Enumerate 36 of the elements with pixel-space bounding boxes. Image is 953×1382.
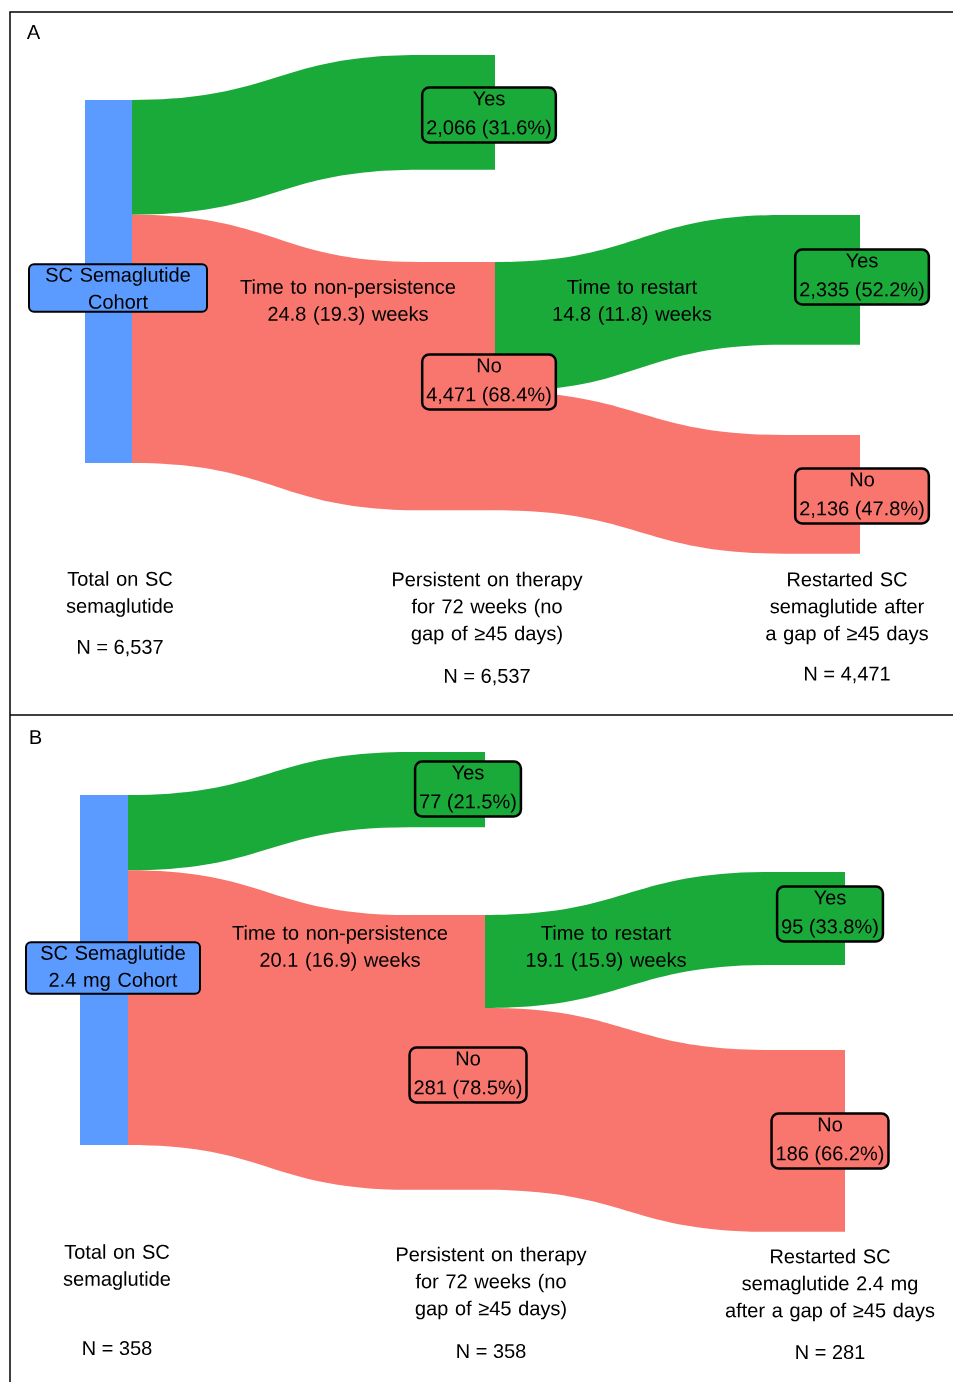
text: Restarted SC semaglutide after a gap of ≥45 days	[766, 571, 928, 645]
category-label: Yes	[452, 765, 484, 780]
data-label: 4,471 (68.4%)	[426, 386, 551, 406]
text: Persistent on therapy for 72 weeks (no gap of ≥45 days)	[393, 571, 583, 645]
category-label: No	[850, 472, 874, 487]
category-label: No	[477, 358, 501, 373]
text: N = 358	[457, 1343, 526, 1359]
data-label: 186 (66.2%)	[777, 1145, 884, 1165]
text: N = 4,471	[805, 666, 890, 684]
text: SC Semaglutide Cohort	[46, 267, 190, 309]
text: Total on SC semaglutide	[66, 571, 174, 617]
data-label: 2,066 (31.6%)	[427, 119, 551, 139]
text: N = 281	[796, 1344, 865, 1360]
text: N = 358	[83, 1340, 152, 1356]
text: N = 6,537	[445, 668, 530, 686]
category-label: Yes	[473, 91, 505, 106]
data-label: 77 (21.5%)	[420, 793, 516, 813]
data-label: 2,335 (52.2%)	[800, 281, 924, 301]
data-label: 95 (33.8%)	[782, 918, 878, 938]
category-label: Yes	[814, 890, 846, 905]
text: Persistent on therapy for 72 weeks (no gap of ≥45 days)	[397, 1246, 587, 1320]
text: Time to non-persistence 20.1 (16.9) weeks	[232, 925, 448, 971]
category-label: No	[456, 1051, 480, 1066]
text: B	[30, 730, 42, 744]
text: Total on SC semaglutide	[63, 1244, 171, 1290]
text: Time to restart 14.8 (11.8) weeks	[553, 279, 712, 325]
data-label: 2,136 (47.8%)	[800, 500, 924, 520]
category-label: Yes	[846, 253, 878, 268]
category-label: No	[818, 1117, 842, 1132]
text: A	[26, 25, 41, 39]
text: N = 6,537	[78, 639, 163, 657]
text: SC Semaglutide 2.4 mg Cohort	[41, 945, 185, 991]
text: Time to restart 19.1 (15.9) weeks	[526, 925, 686, 971]
text: Time to non-persistence 24.8 (19.3) weeks	[240, 279, 456, 325]
data-label: 281 (78.5%)	[414, 1079, 522, 1099]
text: Restarted SC semaglutide 2.4 mg after a gap of ≥45 days	[725, 1248, 935, 1322]
